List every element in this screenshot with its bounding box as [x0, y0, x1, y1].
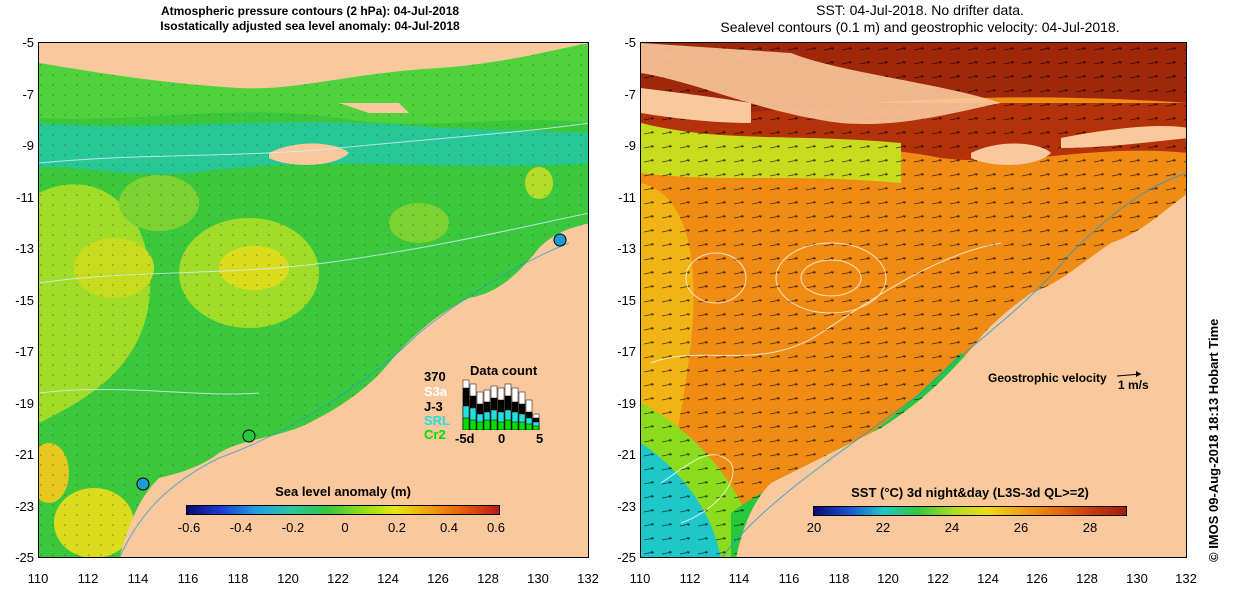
left-panel-title: Atmospheric pressure contours (2 hPa): 0…	[60, 4, 560, 34]
colorbar-tick: 24	[944, 520, 960, 535]
lat-tick: -17	[15, 344, 34, 359]
lon-tick: 122	[327, 571, 349, 586]
lon-tick: 132	[1175, 571, 1197, 586]
dc-xtick: 5	[536, 431, 544, 446]
lat-tick: -21	[15, 447, 34, 462]
colorbar-tick: -0.2	[281, 520, 305, 535]
right-panel-title: SST: 04-Jul-2018. No drifter data. Seale…	[620, 2, 1220, 36]
lon-tick: 120	[277, 571, 299, 586]
data-count-histogram	[462, 379, 540, 430]
left-title-line1: Atmospheric pressure contours (2 hPa): 0…	[160, 4, 460, 18]
lon-tick: 112	[679, 571, 701, 586]
lon-tick: 132	[577, 571, 599, 586]
lon-tick: 112	[77, 571, 99, 586]
lon-tick: 114	[728, 571, 750, 586]
lat-tick: -17	[617, 344, 636, 359]
sumba-island	[971, 143, 1051, 165]
tide-gauge-marker	[136, 477, 150, 491]
dc-xtick: 0	[498, 431, 506, 446]
lon-tick: 120	[877, 571, 899, 586]
sat-label-cr2: Cr2	[424, 427, 446, 442]
lat-tick: -15	[15, 293, 34, 308]
lat-tick: -9	[624, 138, 636, 153]
colorbar-tick: 0.2	[387, 520, 407, 535]
colorbar-tick: 0	[341, 520, 349, 535]
lon-tick: 124	[977, 571, 999, 586]
lat-tick: -13	[617, 241, 636, 256]
lat-tick: -9	[22, 138, 34, 153]
sla-colorbar	[186, 505, 500, 515]
sst-map	[640, 42, 1187, 558]
lat-tick: -21	[617, 447, 636, 462]
lon-tick: 122	[927, 571, 949, 586]
lon-tick: 128	[477, 571, 499, 586]
colorbar-tick: 0.6	[486, 520, 506, 535]
australia-land	[736, 194, 1186, 557]
lat-tick: -7	[624, 87, 636, 102]
java-land	[641, 43, 1001, 124]
colorbar-tick: 20	[806, 520, 822, 535]
lat-tick: -11	[618, 190, 636, 205]
lon-tick: 114	[127, 571, 149, 586]
lon-tick: 124	[377, 571, 399, 586]
sea-level-anomaly-map	[38, 42, 589, 558]
colorbar-tick: 28	[1082, 520, 1098, 535]
australia-land	[119, 223, 588, 557]
lat-tick: -13	[15, 241, 34, 256]
lon-tick: 128	[1076, 571, 1098, 586]
lat-tick: -19	[15, 396, 34, 411]
sst-colorbar	[813, 506, 1127, 516]
data-count-title: Data count	[470, 363, 538, 378]
velocity-arrow-icon	[1117, 371, 1142, 377]
sat-label-srl: SRL	[424, 413, 450, 428]
velocity-scale-label: 1 m/s	[1118, 378, 1149, 392]
pressure-contours	[39, 122, 588, 395]
lat-tick: -11	[16, 190, 34, 205]
lon-tick: 130	[1126, 571, 1148, 586]
right-title-line1: SST: 04-Jul-2018. No drifter data.	[816, 2, 1024, 18]
sat-label-j3: J-3	[424, 399, 443, 414]
imos-credit: © IMOS 09-Aug-2018 18:13 Hobart Time	[1206, 318, 1221, 562]
lon-tick: 118	[227, 571, 249, 586]
lon-tick: 130	[527, 571, 549, 586]
java-land	[39, 43, 588, 89]
lat-tick: -25	[617, 550, 636, 565]
sealevel-contours	[650, 242, 1002, 524]
velocity-legend-label: Geostrophic velocity	[988, 371, 1107, 385]
lat-tick: -23	[617, 499, 636, 514]
lon-tick: 110	[27, 571, 49, 586]
lon-tick: 126	[1026, 571, 1048, 586]
colorbar-tick: -0.4	[229, 520, 253, 535]
lon-tick: 110	[629, 571, 651, 586]
left-title-line2: Isostatically adjusted sea level anomaly…	[160, 19, 460, 33]
tide-gauge-marker	[242, 429, 256, 443]
colorbar-tick: 26	[1013, 520, 1029, 535]
lon-tick: 118	[828, 571, 850, 586]
colorbar-tick: 0.4	[439, 520, 459, 535]
lon-tick: 126	[427, 571, 449, 586]
sat-label-s3a: S3a	[424, 384, 448, 399]
colorbar-tick: 22	[875, 520, 891, 535]
lat-tick: -15	[617, 293, 636, 308]
right-title-line2: Sealevel contours (0.1 m) and geostrophi…	[720, 19, 1120, 35]
data-count-max: 370	[424, 369, 446, 384]
lat-tick: -19	[617, 396, 636, 411]
sst-colorbar-title: SST (°C) 3d night&day (L3S-3d QL>=2)	[851, 485, 1089, 500]
lat-tick: -5	[22, 35, 34, 50]
tide-gauge-marker	[553, 233, 567, 247]
dc-xtick: -5d	[455, 431, 475, 446]
lon-tick: 116	[778, 571, 800, 586]
lon-tick: 116	[177, 571, 199, 586]
lat-tick: -23	[15, 499, 34, 514]
colorbar-tick: -0.6	[177, 520, 201, 535]
sla-colorbar-title: Sea level anomaly (m)	[275, 484, 411, 499]
lat-tick: -7	[22, 87, 34, 102]
lat-tick: -25	[15, 550, 34, 565]
lat-tick: -5	[624, 35, 636, 50]
